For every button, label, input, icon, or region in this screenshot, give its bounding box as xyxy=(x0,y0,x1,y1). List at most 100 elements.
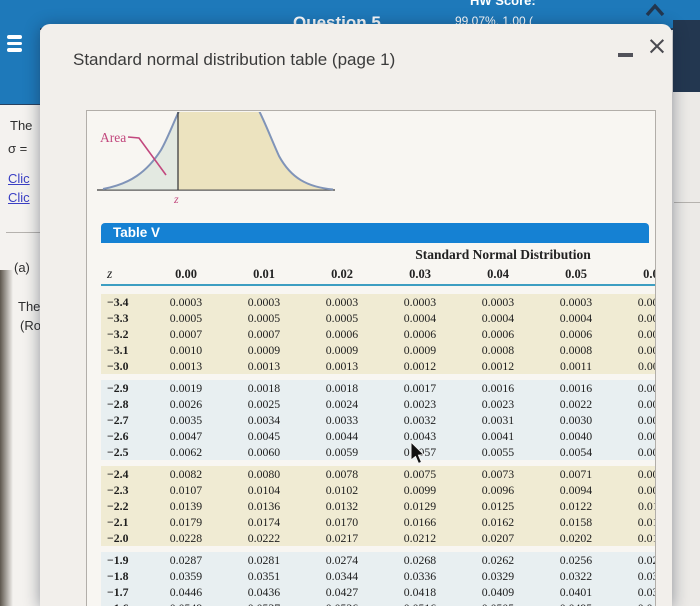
probability-value: 0.0009 xyxy=(247,342,281,357)
table-row-z-−3.0: −3.0 0.0013 0.0013 0.0013 0.0012 0.0012 0.0011… xyxy=(101,358,655,374)
probability-value: 0.0071 xyxy=(559,466,593,481)
probability-value: 0.0008 xyxy=(559,342,593,357)
probability-value: 0.0202 xyxy=(559,530,593,545)
probability-value: 0.0166 xyxy=(403,514,437,529)
z-value: −2.6 xyxy=(107,428,129,443)
probability-value: 0.0262 xyxy=(481,552,515,567)
probability-value: 0.0197 xyxy=(637,530,655,545)
probability-value: 0.0059 xyxy=(325,444,359,459)
column-header-0.03: 0.03 xyxy=(409,266,431,281)
table-row-z-−2.7: −2.7 0.0035 0.0034 0.0033 0.0032 0.0031 0.0030… xyxy=(101,412,655,428)
probability-value: 0.0516 xyxy=(381,601,459,606)
probability-value: 0.0099 xyxy=(403,482,437,497)
probability-value: 0.0281 xyxy=(247,552,281,567)
area-pointer-line xyxy=(127,136,167,176)
probability-value: 0.0244 xyxy=(637,552,655,567)
probability-value: 0.0018 xyxy=(325,380,359,395)
table-row-z-−3.1: −3.1 0.0010 0.0009 0.0009 0.0009 0.0008 0.0008… xyxy=(101,342,655,358)
probability-value: 0.0228 xyxy=(169,530,203,545)
probability-value: 0.0004 xyxy=(403,310,437,325)
z-value: −3.3 xyxy=(107,310,129,325)
probability-value: 0.0035 xyxy=(169,412,203,427)
z-value: −2.3 xyxy=(107,482,129,497)
probability-value: 0.0418 xyxy=(403,584,437,599)
probability-value: 0.0040 xyxy=(559,428,593,443)
z-value: −2.2 xyxy=(107,498,129,513)
probability-value: 0.0041 xyxy=(481,428,515,443)
table-row-z-−2.2: −2.2 0.0139 0.0136 0.0132 0.0129 0.0125 0.0122… xyxy=(101,498,655,514)
probability-value: 0.0026 xyxy=(169,396,203,411)
probability-value: 0.0119 xyxy=(637,498,655,513)
probability-value: 0.0018 xyxy=(247,380,281,395)
probability-value: 0.0016 xyxy=(559,380,593,395)
z-table-dialog: Standard normal distribution table (page… xyxy=(40,24,672,606)
z-value: −3.4 xyxy=(107,294,129,309)
divider xyxy=(674,202,700,203)
z-value: −1.7 xyxy=(107,584,129,599)
probability-value: 0.0007 xyxy=(169,326,203,341)
z-table: Table V Standard Normal Distribution z 0.… xyxy=(101,223,655,606)
probability-value: 0.0008 xyxy=(481,342,515,357)
z-value: −1.9 xyxy=(107,552,129,567)
collapse-caret-icon[interactable] xyxy=(644,3,666,17)
column-header-0.00: 0.00 xyxy=(175,266,197,281)
probability-value: 0.0122 xyxy=(559,498,593,513)
probability-value: 0.0009 xyxy=(403,342,437,357)
probability-value: 0.0024 xyxy=(325,396,359,411)
probability-value: 0.0012 xyxy=(481,358,515,373)
z-value: −2.0 xyxy=(107,530,129,545)
probability-value: 0.0125 xyxy=(481,498,515,513)
z-value: −3.0 xyxy=(107,358,129,373)
z-axis-label: z xyxy=(173,192,179,206)
probability-value: 0.0006 xyxy=(481,326,515,341)
probability-value: 0.0078 xyxy=(325,466,359,481)
hamburger-menu-icon[interactable] xyxy=(7,35,23,55)
probability-value: 0.0010 xyxy=(169,342,203,357)
table-row-z-−2.0: −2.0 0.0228 0.0222 0.0217 0.0212 0.0207 0.0202… xyxy=(101,530,655,546)
probability-value: 0.0314 xyxy=(637,568,655,583)
probability-value: 0.0091 xyxy=(637,482,655,497)
table-header-row: z 0.00 0.01 0.02 0.03 0.04 0.05 0.06 xyxy=(101,264,655,286)
probability-value: 0.0012 xyxy=(403,358,437,373)
probability-value: 0.0162 xyxy=(481,514,515,529)
probability-value: 0.0025 xyxy=(247,396,281,411)
probability-value: 0.0033 xyxy=(325,412,359,427)
probability-value: 0.0485 xyxy=(615,601,655,606)
probability-value: 0.0256 xyxy=(559,552,593,567)
table-row-z-−2.1: −2.1 0.0179 0.0174 0.0170 0.0166 0.0162 0.0158… xyxy=(101,514,655,530)
probability-value: 0.0170 xyxy=(325,514,359,529)
probability-value: 0.0013 xyxy=(169,358,203,373)
click-link-fragment[interactable]: Clic xyxy=(8,190,30,205)
page-text-fragment: The xyxy=(10,118,33,133)
area-label: Area xyxy=(100,130,126,145)
probability-value: 0.0006 xyxy=(403,326,437,341)
probability-value: 0.0287 xyxy=(169,552,203,567)
probability-value: 0.0344 xyxy=(325,568,359,583)
minimize-button[interactable] xyxy=(618,46,634,62)
probability-value: 0.0029 xyxy=(637,412,655,427)
probability-value: 0.0005 xyxy=(325,310,359,325)
probability-value: 0.0003 xyxy=(325,294,359,309)
table-row-z-−2.5: −2.50.00620.00600.00590.00570.00550.0054… xyxy=(101,444,655,460)
click-link-fragment[interactable]: Clic xyxy=(8,171,30,186)
probability-value: 0.0045 xyxy=(247,428,281,443)
probability-value: 0.0274 xyxy=(325,552,359,567)
table-row-z-−2.8: −2.8 0.0026 0.0025 0.0024 0.0023 0.0023 0.0022… xyxy=(101,396,655,412)
table-row-z-−2.9: −2.9 0.0019 0.0018 0.0018 0.0017 0.0016 0.0016… xyxy=(101,380,655,396)
z-value: −1.6 xyxy=(101,601,147,606)
distribution-title: Standard Normal Distribution xyxy=(415,247,591,262)
probability-value: 0.0015 xyxy=(637,380,655,395)
column-header-0.04: 0.04 xyxy=(487,266,509,281)
table-body: −3.4 0.0003 0.0003 0.0003 0.0003 0.0003 0.0003… xyxy=(101,294,655,606)
probability-value: 0.0222 xyxy=(247,530,281,545)
hw-score-label: HW Score: xyxy=(470,0,536,8)
close-button[interactable]: × xyxy=(646,31,668,60)
probability-value: 0.0031 xyxy=(481,412,515,427)
left-tail-area xyxy=(103,114,178,190)
probability-value: 0.0526 xyxy=(303,601,381,606)
header-dark-panel xyxy=(673,20,700,92)
probability-value: 0.0039 xyxy=(637,428,655,443)
probability-value: 0.0082 xyxy=(169,466,203,481)
column-header-0.01: 0.01 xyxy=(253,266,275,281)
probability-value: 0.0329 xyxy=(481,568,515,583)
